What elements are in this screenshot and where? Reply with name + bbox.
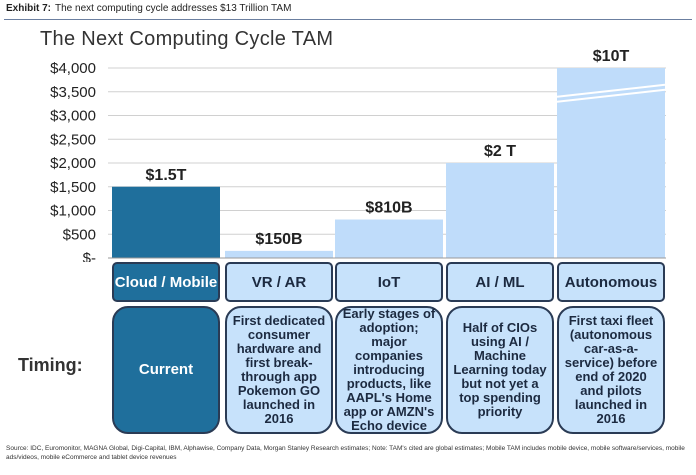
bar-value-label: $810B: [365, 200, 412, 217]
bar-chart: $- $500 $1,000 $1,500 $2,000 $2,500 $3,000 $3,5…: [50, 48, 666, 262]
bar-value-label: $150B: [255, 231, 302, 248]
bar: [112, 186, 220, 258]
y-tick-label: $3,000: [50, 108, 96, 125]
bar: [225, 250, 333, 258]
y-tick-label: $2,000: [50, 155, 96, 172]
bar-value-label: $2 T: [484, 143, 516, 160]
timing-box: Half of CIOs using AI / Machine Learning…: [446, 306, 554, 434]
timing-box: Early stages of adoption; major companie…: [335, 306, 443, 434]
y-tick-label: $500: [63, 226, 96, 243]
category-label: Autonomous: [557, 262, 665, 302]
chart-title: The Next Computing Cycle TAM: [40, 28, 334, 50]
y-tick-label: $3,500: [50, 84, 96, 101]
timing-box: Current: [112, 306, 220, 434]
exhibit-caption: Exhibit 7: The next computing cycle addre…: [6, 3, 291, 14]
exhibit-number: Exhibit 7:: [6, 3, 52, 14]
exhibit-divider: [4, 19, 692, 20]
bar-value-label: $10T: [593, 48, 630, 65]
bar: [335, 219, 443, 258]
y-tick-label: $4,000: [50, 60, 96, 77]
category-label: IoT: [335, 262, 443, 302]
timing-label: Timing:: [18, 355, 83, 375]
y-tick-label: $1,500: [50, 179, 96, 196]
timing-box: First taxi fleet (autonomous car-as-a-se…: [557, 306, 665, 434]
exhibit-text: The next computing cycle addresses $13 T…: [55, 3, 292, 14]
bar: [446, 163, 554, 258]
bar-value-label: $1.5T: [146, 167, 187, 184]
axis-break: [556, 88, 666, 103]
category-label: Cloud / Mobile: [112, 262, 220, 302]
category-label: VR / AR: [225, 262, 333, 302]
axis-break: [556, 83, 666, 98]
category-label: AI / ML: [446, 262, 554, 302]
y-tick-label: $2,500: [50, 131, 96, 148]
source-footnote: Source: IDC, Euromonitor, MAGNA Global, …: [6, 445, 685, 461]
y-tick-label: $-: [83, 250, 96, 262]
y-tick-label: $1,000: [50, 203, 96, 220]
timing-box: First dedicated consumer hardware and fi…: [225, 306, 333, 434]
